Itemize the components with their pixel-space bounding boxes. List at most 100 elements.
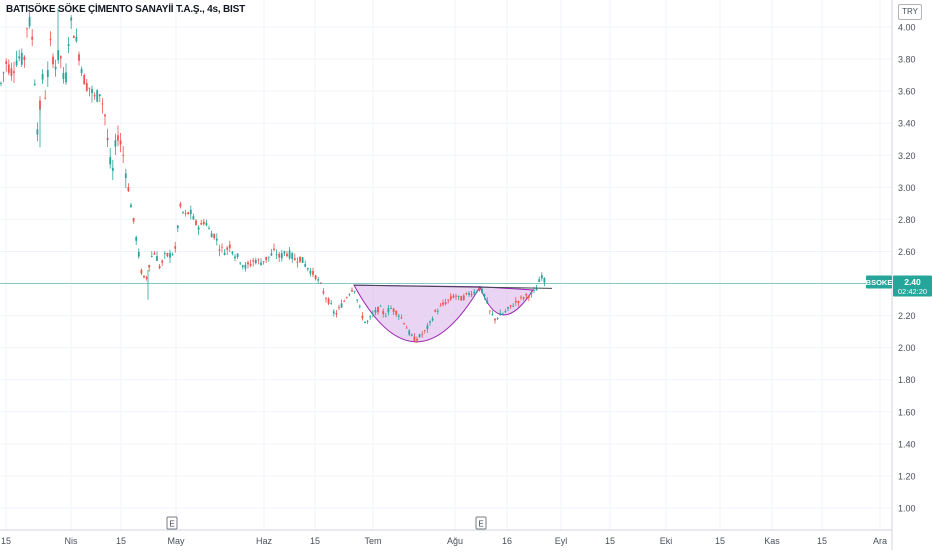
candle xyxy=(410,333,413,337)
candle xyxy=(33,79,36,87)
candle xyxy=(431,316,434,322)
candle xyxy=(28,12,31,29)
candle-body xyxy=(78,54,80,61)
candle xyxy=(540,272,543,281)
candle-body xyxy=(273,248,275,251)
candle-body xyxy=(338,307,340,309)
y-tick-label: 1.20 xyxy=(898,471,916,481)
candle xyxy=(127,183,130,193)
candle xyxy=(179,201,182,209)
y-tick-label: 3.20 xyxy=(898,151,916,161)
candle-body xyxy=(31,36,34,40)
candle xyxy=(358,304,361,309)
candle-body xyxy=(15,60,18,66)
x-tick-label: 15 xyxy=(715,536,725,546)
candle xyxy=(247,260,249,269)
candle xyxy=(517,300,520,307)
y-tick-label: 3.40 xyxy=(898,119,916,129)
candle-body xyxy=(0,82,2,84)
candle xyxy=(210,230,213,238)
price-tag-value: 2.40 xyxy=(904,277,921,287)
currency-badge[interactable]: TRY xyxy=(898,4,922,20)
candle-body xyxy=(257,259,260,261)
candle-body xyxy=(166,253,169,257)
candle-body xyxy=(465,292,468,295)
candle-body xyxy=(475,291,478,293)
candle-body xyxy=(85,83,88,91)
candle xyxy=(413,333,416,342)
candle-body xyxy=(163,253,166,254)
candle xyxy=(499,309,502,316)
candle xyxy=(114,133,117,155)
candle-body xyxy=(491,314,494,316)
candle-body xyxy=(452,295,455,298)
symbol-tag-text: BSOKE xyxy=(866,278,893,287)
candle-body xyxy=(470,293,473,296)
candle-body xyxy=(522,297,525,299)
candle xyxy=(390,305,392,309)
candle xyxy=(538,276,541,283)
candle xyxy=(481,287,483,294)
candle xyxy=(265,256,268,263)
candle xyxy=(252,257,255,267)
candle-body xyxy=(512,305,515,307)
candle xyxy=(83,73,86,85)
x-tick-label: Tem xyxy=(364,536,381,546)
candle-body xyxy=(345,297,348,299)
candle-body xyxy=(26,28,28,30)
candle-body xyxy=(533,290,535,291)
candle xyxy=(119,132,122,153)
candle-body xyxy=(525,293,528,296)
candle xyxy=(356,299,359,303)
candle-body xyxy=(527,295,530,298)
candle xyxy=(18,49,21,62)
candle xyxy=(299,256,301,263)
candle xyxy=(31,29,34,47)
x-tick-label: Haz xyxy=(256,536,273,546)
candle-body xyxy=(431,318,434,321)
candle xyxy=(371,310,374,318)
candle xyxy=(322,288,325,295)
candle-body xyxy=(317,279,320,281)
candle xyxy=(429,320,431,326)
candle-body xyxy=(54,66,57,70)
candle-body xyxy=(455,295,457,297)
candle xyxy=(473,288,476,296)
candle xyxy=(462,293,465,301)
candle xyxy=(286,250,288,258)
candle xyxy=(387,305,390,316)
candle-body xyxy=(270,253,273,256)
candle xyxy=(49,31,52,47)
candle-body xyxy=(444,302,447,305)
candle xyxy=(145,275,148,281)
candle xyxy=(254,257,257,265)
candle xyxy=(104,113,106,126)
candle-body xyxy=(7,64,10,73)
candle-body xyxy=(239,262,242,264)
candle-body xyxy=(161,260,164,263)
candle-body xyxy=(83,75,86,85)
candle xyxy=(7,59,10,76)
candle xyxy=(163,250,166,259)
x-tick-label: Kas xyxy=(764,536,780,546)
candle-body xyxy=(447,299,450,301)
candle xyxy=(301,257,304,263)
earnings-marker-label: E xyxy=(169,520,174,529)
candle-body xyxy=(535,288,538,291)
x-tick-label: Ağu xyxy=(447,536,463,546)
candle-body xyxy=(288,250,291,259)
candle xyxy=(309,267,312,277)
candle-body xyxy=(5,61,8,64)
candle xyxy=(26,27,28,38)
overlays xyxy=(0,283,892,289)
candle-body xyxy=(169,252,171,258)
candle-body xyxy=(44,97,47,99)
candle-body xyxy=(286,253,288,257)
candle-body xyxy=(488,310,491,312)
candle xyxy=(306,267,309,272)
candle xyxy=(205,219,208,227)
candle xyxy=(158,263,161,270)
